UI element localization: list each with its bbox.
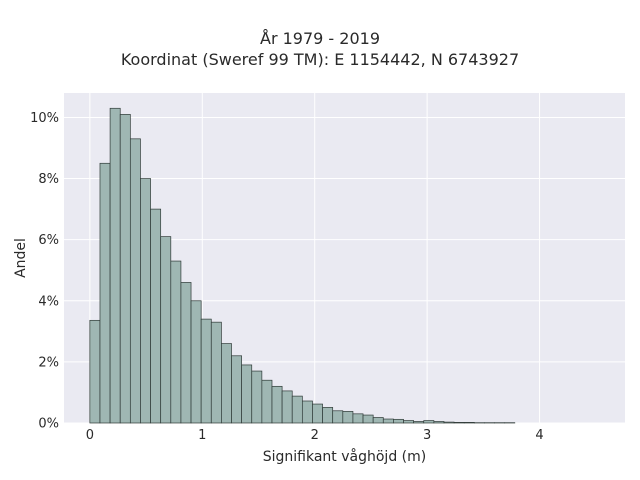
y-tick-label: 0% <box>38 417 59 432</box>
histogram-bar <box>89 319 101 424</box>
histogram-bar <box>362 414 374 424</box>
histogram-bar <box>160 236 172 424</box>
histogram-bar <box>251 370 263 424</box>
histogram-bar <box>301 400 313 424</box>
histogram-bar <box>463 422 475 424</box>
x-axis-ticks: 0 1 2 3 4 <box>86 428 544 443</box>
histogram-bar <box>109 107 121 424</box>
x-tick-label: 0 <box>86 428 94 443</box>
histogram-bar <box>221 343 232 424</box>
histogram-bar <box>352 413 364 424</box>
histogram-bar <box>312 403 323 424</box>
x-tick-label: 1 <box>198 428 206 443</box>
histogram-bar <box>423 420 435 424</box>
histogram-bar <box>382 418 394 424</box>
histogram-bar <box>433 421 445 424</box>
chart-title: År 1979 - 2019 <box>260 29 380 48</box>
histogram-bar <box>322 407 334 424</box>
histogram-bar <box>453 422 465 424</box>
x-axis-label: Signifikant våghöjd (m) <box>263 448 426 465</box>
histogram-bar <box>210 321 222 424</box>
histogram-bar <box>443 421 455 424</box>
histogram-bar <box>291 395 303 424</box>
histogram-bars <box>89 107 516 424</box>
histogram-bar <box>129 138 141 424</box>
y-tick-label: 4% <box>38 294 59 309</box>
histogram-bar <box>413 421 425 424</box>
y-tick-label: 8% <box>38 172 59 187</box>
histogram-bar <box>99 162 111 424</box>
y-tick-label: 10% <box>30 111 59 126</box>
y-axis-label: Andel <box>13 238 29 278</box>
histogram-bar <box>281 390 293 424</box>
histogram-bar <box>372 417 384 424</box>
histogram-bar <box>180 282 192 424</box>
chart-subtitle: Koordinat (Sweref 99 TM): E 1154442, N 6… <box>120 50 520 69</box>
histogram-bar <box>170 260 182 424</box>
histogram-bar <box>342 411 354 424</box>
histogram-bar <box>150 208 162 424</box>
histogram-bar <box>271 385 283 424</box>
y-axis-ticks: 0% 2% 4% 6% 8% 10% <box>30 111 59 432</box>
histogram-bar <box>393 418 404 424</box>
histogram-bar <box>140 178 151 424</box>
histogram-bar <box>231 355 242 424</box>
histogram-bar <box>261 379 273 424</box>
chart-title-block: År 1979 - 2019 Koordinat (Sweref 99 TM):… <box>0 28 640 70</box>
histogram-bar <box>332 410 344 424</box>
histogram-bar <box>403 420 414 424</box>
histogram-bar <box>190 300 202 424</box>
y-tick-label: 6% <box>38 233 59 248</box>
histogram-bar <box>200 318 212 424</box>
histogram-bar <box>119 114 131 424</box>
y-tick-label: 2% <box>38 355 59 370</box>
histogram-bar <box>241 364 253 424</box>
x-tick-label: 2 <box>311 428 319 443</box>
x-tick-label: 3 <box>423 428 431 443</box>
x-tick-label: 4 <box>535 428 543 443</box>
